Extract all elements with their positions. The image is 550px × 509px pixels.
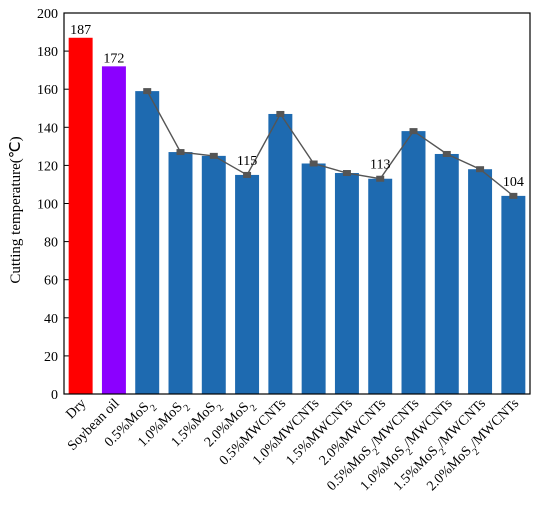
bar: [235, 174, 260, 394]
bar: [401, 131, 426, 395]
data-label: 187: [70, 23, 91, 38]
category-label-subscript: 2: [404, 446, 415, 457]
y-tick-label: 40: [44, 312, 58, 327]
category-label-subscript: 2: [148, 402, 159, 413]
bar: [301, 163, 326, 394]
y-tick-label: 80: [44, 236, 58, 251]
trend-marker: [143, 88, 152, 95]
y-tick-label: 140: [37, 121, 58, 136]
trend-marker: [476, 166, 485, 173]
trend-polyline: [146, 90, 514, 197]
category-label-subscript: 2: [214, 402, 225, 413]
trend-marker: [509, 192, 518, 199]
data-label: 113: [370, 158, 390, 173]
y-axis-title: Cutting temperature(℃): [8, 136, 24, 283]
trend-marker: [309, 160, 318, 167]
y-axis-title-group: Cutting temperature(℃): [8, 136, 24, 283]
bar: [135, 91, 160, 394]
category-label-subscript: 2: [437, 446, 448, 457]
bar: [101, 66, 126, 394]
y-tick-label: 60: [44, 274, 58, 289]
y-tick-label: 200: [37, 7, 58, 22]
category-label-subscript: 2: [248, 402, 259, 413]
bar: [334, 173, 359, 394]
plot-frame: [63, 12, 531, 395]
trend-marker: [276, 110, 285, 117]
trend-marker: [376, 175, 385, 182]
y-tick-label: 100: [37, 198, 58, 213]
bar: [201, 155, 226, 394]
bar: [268, 113, 293, 394]
data-label: 115: [237, 154, 257, 169]
y-tick-label: 0: [51, 388, 58, 403]
y-tick-label: 120: [37, 159, 58, 174]
trend-marker: [342, 170, 351, 177]
y-axis-ticks: 0 20 40 60 80 100 120 140 160 180 200: [37, 7, 69, 403]
category-label-subscript: 2: [181, 402, 192, 413]
trend-marker: [442, 150, 451, 157]
trend-marker: [209, 152, 218, 159]
trend-marker: [176, 149, 185, 156]
y-tick-label: 20: [44, 350, 58, 365]
y-tick-label: 180: [37, 45, 58, 60]
y-tick-label: 160: [37, 83, 58, 98]
trend-marker: [409, 128, 418, 135]
trend-marker: [243, 171, 252, 178]
category-label-subscript: 2: [370, 446, 381, 457]
category-label: Dry: [63, 396, 89, 422]
trend-line: [143, 88, 518, 199]
category-label-text: Dry: [63, 396, 89, 422]
bars: [68, 37, 526, 395]
bar: [68, 37, 93, 394]
bar: [368, 178, 393, 394]
bar: [434, 153, 459, 394]
category-label-subscript: 2: [470, 446, 481, 457]
bar: [168, 152, 193, 394]
data-labels: 187 172 115 113 104: [70, 23, 524, 190]
data-label: 172: [103, 51, 124, 66]
axes-frame: [63, 12, 531, 395]
data-label: 104: [503, 175, 524, 190]
bar: [468, 169, 493, 394]
bar: [501, 195, 526, 394]
